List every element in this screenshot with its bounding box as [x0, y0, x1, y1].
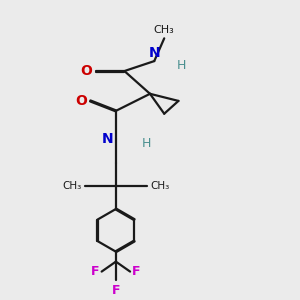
Text: F: F — [91, 265, 99, 278]
Text: O: O — [81, 64, 92, 78]
Text: N: N — [148, 46, 160, 60]
Text: F: F — [132, 265, 141, 278]
Text: CH₃: CH₃ — [62, 181, 82, 191]
Text: F: F — [112, 284, 120, 296]
Text: CH₃: CH₃ — [154, 25, 175, 35]
Text: H: H — [177, 59, 186, 72]
Text: N: N — [102, 132, 114, 146]
Text: H: H — [142, 137, 151, 150]
Text: CH₃: CH₃ — [150, 181, 169, 191]
Text: O: O — [75, 94, 87, 108]
